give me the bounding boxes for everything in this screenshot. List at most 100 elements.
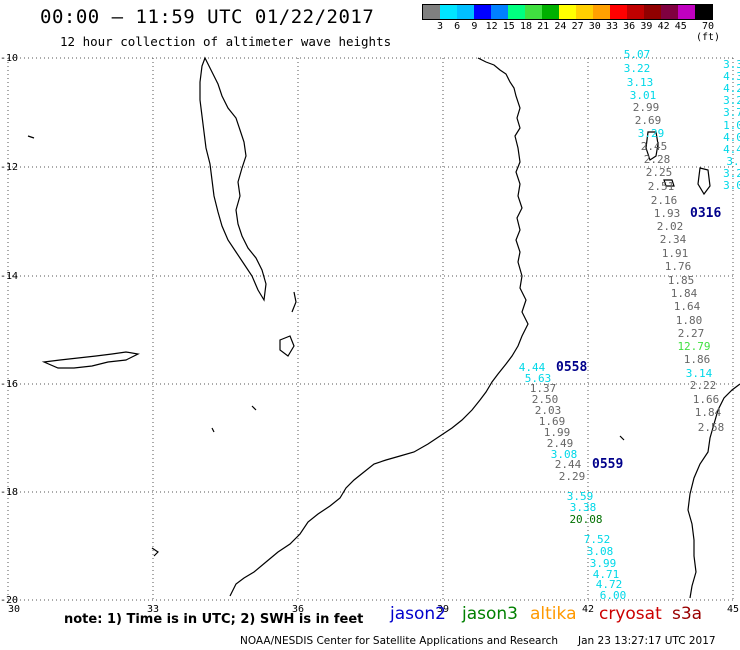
wave-height-label: 20.08 <box>569 513 602 526</box>
comoros-island-2 <box>663 179 675 187</box>
wave-height-label: 3.13 <box>627 76 654 89</box>
wave-height-label: 4.44 <box>519 361 546 374</box>
wave-height-label: 1.99 <box>544 426 571 439</box>
scale-color-cell <box>627 5 644 19</box>
wave-height-label: 1.66 <box>693 393 720 406</box>
wave-height-label: 4.0 <box>723 131 740 144</box>
wave-height-color-scale: 3 6 9 12 15 18 21 24 27 30 33 36 39 42 45 70 (ft) <box>422 4 720 43</box>
lat-tick-label: -18 <box>0 487 18 498</box>
scale-color-cell <box>695 5 712 19</box>
scale-label: 3 <box>436 21 444 32</box>
legend-jason3: jason3 <box>462 604 518 624</box>
wave-height-label: 3.01 <box>630 89 657 102</box>
comoros-island-1 <box>645 131 659 161</box>
wave-height-label: 3.08 <box>551 448 578 461</box>
lon-tick-label: 42 <box>582 604 594 615</box>
wave-height-label: 1.84 <box>671 287 698 300</box>
wave-height-label: 6.00 <box>600 589 627 602</box>
lat-tick-label: -16 <box>0 379 18 390</box>
scale-label: 21 <box>537 21 550 32</box>
axis-tick-labels: 30 33 36 39 42 45 -10 -12 -14 -16 -18 -20 <box>0 53 739 615</box>
wave-height-label: 3.29 <box>638 127 665 140</box>
wave-height-label: 3.3 <box>723 58 740 71</box>
scale-label: 6 <box>454 21 461 32</box>
islet <box>211 427 215 433</box>
wave-height-label: 1.85 <box>668 274 695 287</box>
scale-label: 15 <box>502 21 515 32</box>
scale-label: 30 <box>588 21 601 32</box>
wave-height-label: 2.22 <box>690 379 717 392</box>
small-river <box>291 291 297 313</box>
wave-height-label: 3.22 <box>624 62 651 75</box>
small-lake <box>279 335 295 357</box>
wave-height-label: 3.38 <box>570 501 597 514</box>
lat-tick-label: -20 <box>0 595 18 606</box>
wave-height-label: 1.86 <box>684 353 711 366</box>
scale-label: 36 <box>623 21 636 32</box>
scale-color-cell <box>508 5 525 19</box>
map-title: 00:00 – 11:59 UTC 01/22/2017 <box>40 6 375 28</box>
scale-color-cell <box>678 5 695 19</box>
wave-height-label: 12.79 <box>677 340 710 353</box>
map-subtitle: 12 hour collection of altimeter wave hei… <box>60 34 392 49</box>
wave-height-label: 4.2 <box>723 82 740 95</box>
scale-label: 33 <box>605 21 619 32</box>
madagascar-coast <box>687 383 740 599</box>
wave-height-label: 3.14 <box>686 367 713 380</box>
pass-time-label: 0316 <box>690 206 721 221</box>
scale-labels: 3 6 9 12 15 18 21 24 27 30 33 36 39 42 45 70 (ft) <box>422 20 720 43</box>
wave-height-label: 1.84 <box>695 406 722 419</box>
islet <box>251 405 257 411</box>
islet <box>151 547 159 557</box>
wave-height-label: 4.4 <box>723 143 740 156</box>
lon-tick-label: 36 <box>292 604 304 615</box>
lon-tick-label: 39 <box>437 604 449 615</box>
legend-jason2: jason2 <box>390 604 446 624</box>
wave-height-label: 2.28 <box>644 153 671 166</box>
wave-height-label: 1.76 <box>665 260 692 273</box>
wave-height-label: 3.59 <box>567 490 594 503</box>
scale-color-cell <box>610 5 627 19</box>
wave-height-label: 3.2 <box>723 94 740 107</box>
wave-height-label: 2.45 <box>641 140 668 153</box>
wave-height-label: 2.27 <box>678 327 705 340</box>
footer-note: note: 1) Time is in UTC; 2) SWH is in fe… <box>64 612 364 627</box>
generation-timestamp: Jan 23 13:27:17 UTC 2017 <box>578 635 716 647</box>
islet <box>619 435 625 441</box>
wave-height-label: 1.37 <box>530 382 557 395</box>
scale-label: 27 <box>571 21 584 32</box>
wave-height-label: 2.34 <box>660 233 687 246</box>
scale-label: 18 <box>519 21 533 32</box>
scale-color-cell <box>644 5 661 19</box>
wave-height-label: 1.93 <box>654 207 681 220</box>
scale-color-cell <box>525 5 542 19</box>
pass-time-label: 0559 <box>592 457 623 472</box>
lon-tick-label: 33 <box>147 604 159 615</box>
wave-height-label: 1.91 <box>662 247 689 260</box>
wave-height-label: 2.58 <box>698 421 725 434</box>
lat-lon-grid <box>7 57 734 601</box>
credit-line: NOAA/NESDIS Center for Satellite Applica… <box>240 635 558 647</box>
lon-tick-label: 45 <box>727 604 739 615</box>
wave-height-label: 1.64 <box>674 300 701 313</box>
wave-height-label: 4.71 <box>593 568 620 581</box>
wave-height-label: 5.07 <box>624 48 651 61</box>
wave-height-label: 4.72 <box>596 578 623 591</box>
scale-color-cell <box>576 5 593 19</box>
wave-height-label: 1.0 <box>723 119 740 132</box>
wave-height-label: 3.0 <box>723 179 740 192</box>
legend-s3a: s3a <box>672 604 703 624</box>
scale-color-cell <box>542 5 559 19</box>
scale-color-cell <box>474 5 491 19</box>
wave-height-label: 2.02 <box>657 220 684 233</box>
scale-label: 45 <box>674 21 687 32</box>
wave-height-label: 1.69 <box>539 415 566 428</box>
comoros-island-3 <box>697 167 711 196</box>
wave-height-label: 2.29 <box>559 470 586 483</box>
wave-height-label: 2.99 <box>633 101 660 114</box>
wave-height-label: 2.69 <box>635 114 662 127</box>
scale-label: 70 (ft) <box>695 21 721 43</box>
scale-color-cell <box>423 5 440 19</box>
scale-color-cells <box>422 4 713 20</box>
